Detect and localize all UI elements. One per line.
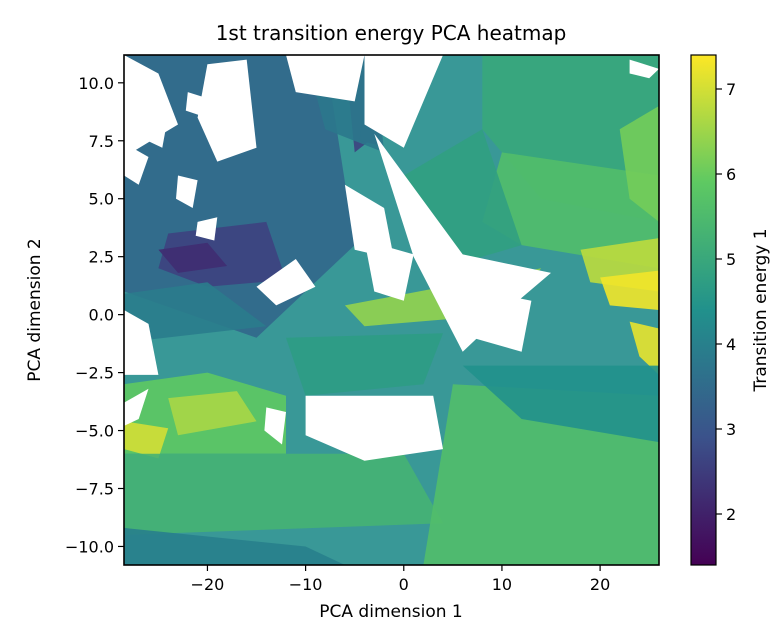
- masked-region: [124, 388, 149, 426]
- y-tick-label: −2.5: [75, 364, 114, 383]
- y-tick-label: 2.5: [89, 248, 114, 267]
- heatmap-region: [158, 242, 228, 273]
- heatmap-region: [286, 333, 443, 396]
- masked-region: [124, 143, 149, 185]
- colorbar-gradient: [690, 54, 717, 566]
- colorbar: 2 3 4 5 6 7 Transition energy 1: [690, 54, 771, 566]
- y-tick-label: 10.0: [78, 74, 114, 93]
- colorbar-tick-label: 6: [726, 165, 736, 184]
- x-tick-label: −10: [289, 575, 323, 594]
- heatmap-region: [124, 453, 443, 535]
- x-tick-label: −20: [191, 575, 225, 594]
- x-axis-label: PCA dimension 1: [319, 602, 462, 622]
- y-axis-label: PCA dimension 2: [25, 238, 45, 381]
- plot-area: [124, 55, 659, 565]
- masked-region: [197, 59, 257, 162]
- masked-region: [286, 55, 365, 102]
- colorbar-tick-label: 4: [726, 335, 736, 354]
- masked-region: [256, 259, 316, 306]
- masked-region: [344, 184, 394, 259]
- colorbar-tick-label: 3: [726, 420, 736, 439]
- masked-region: [176, 175, 198, 208]
- y-axis: 10.0 7.5 5.0 2.5 0.0 −2.5 −5.0 −7.5 −10.0: [65, 74, 124, 556]
- y-tick-label: 5.0: [89, 190, 114, 209]
- masked-region: [124, 310, 159, 375]
- x-tick-label: 20: [590, 575, 610, 594]
- masked-region: [264, 407, 286, 445]
- heatmap-region: [629, 321, 659, 375]
- colorbar-ticks: 2 3 4 5 6 7: [716, 80, 736, 524]
- heatmap-region: [124, 527, 345, 565]
- masked-region: [195, 217, 218, 241]
- x-tick-label: 0: [399, 575, 409, 594]
- masked-region: [629, 59, 659, 79]
- x-tick-label: 10: [492, 575, 512, 594]
- masked-region: [403, 55, 434, 97]
- heatmap-region: [482, 152, 659, 269]
- y-tick-label: 0.0: [89, 306, 114, 325]
- masked-region: [185, 92, 203, 116]
- colorbar-tick-label: 2: [726, 505, 736, 524]
- heatmap-region: [462, 365, 659, 443]
- heatmap-region: [124, 282, 267, 343]
- y-tick-label: −7.5: [75, 480, 114, 499]
- colorbar-tick-label: 5: [726, 250, 736, 269]
- heatmap-region: [168, 391, 257, 436]
- masked-region: [364, 240, 414, 301]
- colorbar-tick-label: 7: [726, 80, 736, 99]
- heatmap-region: [619, 106, 659, 222]
- masked-region: [142, 110, 169, 148]
- heatmap-region: [600, 270, 659, 310]
- masked-region: [305, 395, 443, 461]
- x-axis: −20 −10 0 10 20: [191, 565, 610, 594]
- y-tick-label: −5.0: [75, 422, 114, 441]
- plot-frame: [123, 54, 660, 566]
- y-tick-label: −10.0: [65, 537, 114, 556]
- masked-region: [462, 286, 532, 352]
- colorbar-label: Transition energy 1: [751, 228, 771, 392]
- y-tick-label: 7.5: [89, 132, 114, 151]
- heatmap-region: [124, 421, 169, 459]
- chart-title: 1st transition energy PCA heatmap: [216, 21, 567, 45]
